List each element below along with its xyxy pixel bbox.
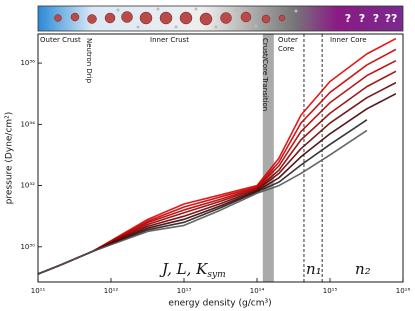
x-tick-label: 10¹¹ [31,287,46,295]
nuclei [54,11,286,26]
x-tick-label: 10¹⁵ [323,287,338,295]
strip-question: ? [373,12,379,25]
y-tick-label: 10³⁰ [20,243,35,251]
y-tick-label: 10³⁶ [20,59,35,67]
x-tick-label: 10¹² [104,287,119,295]
region-label: Inner Crust [150,36,189,44]
eos-curve [37,48,397,275]
plot-frame [37,33,404,283]
parameter-label: J, L, Ksym [159,260,226,280]
rotated-label: Neutron Drip [85,38,93,84]
parameter-main: J, L, K [159,260,208,278]
eos-curve [37,81,397,275]
strip-question: ? [345,12,351,25]
plot-area [37,34,397,282]
eos-curve [37,92,397,275]
density-label: n₂ [355,260,371,278]
x-tick-label: 10¹⁶ [396,287,411,295]
region-label: Outer Crust [40,36,81,44]
y-axis-label: pressure (Dyne/cm²) [5,112,15,205]
x-axis-label: energy density (g/cm³) [168,299,271,309]
eos-curve [37,70,397,275]
region-label: Core [278,45,294,53]
region-label: Inner Core [330,36,367,44]
transition-band [262,34,274,282]
y-tick-label: 10³⁴ [20,120,35,128]
parameter-sub: sym [207,270,225,280]
x-tick-label: 10¹⁴ [250,287,265,295]
rotated-label: Crust/Core Transition [261,38,269,111]
neutron-dots [116,7,298,29]
strip-question: ?? [385,12,398,25]
density-label: n₁ [306,260,322,278]
y-tick-label: 10³² [20,182,35,190]
strip-question: ? [359,12,365,25]
eos-curve [37,59,397,275]
x-tick-label: 10¹³ [177,287,192,295]
eos-curve [37,129,368,275]
region-label: Outer [278,36,298,44]
